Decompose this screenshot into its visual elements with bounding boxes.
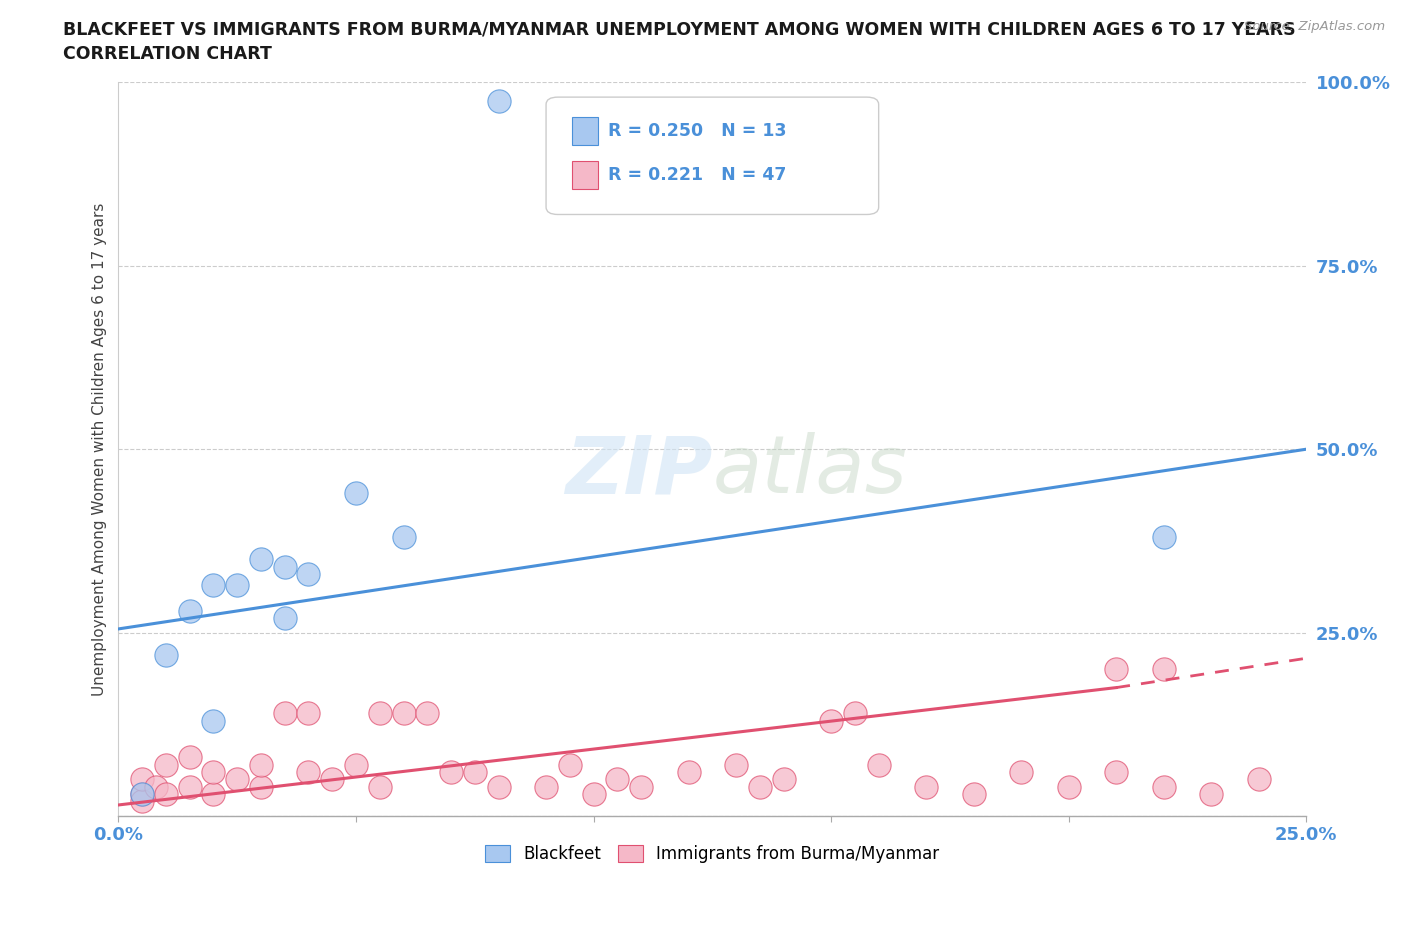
Point [915,779,938,794]
Point [488,93,510,108]
Point [145,779,167,794]
Point [772,772,794,787]
Point [464,764,486,779]
Text: BLACKFEET VS IMMIGRANTS FROM BURMA/MYANMAR UNEMPLOYMENT AMONG WOMEN WITH CHILDRE: BLACKFEET VS IMMIGRANTS FROM BURMA/MYANM… [63,20,1296,38]
Point [344,757,367,772]
Point [344,485,367,500]
Point [1010,764,1032,779]
Point [202,764,225,779]
Point [274,706,297,721]
Point [963,787,986,802]
Point [368,779,391,794]
Text: Source: ZipAtlas.com: Source: ZipAtlas.com [1244,20,1385,33]
Point [440,764,463,779]
Point [155,647,177,662]
Point [250,551,273,566]
Point [321,772,343,787]
Point [488,779,510,794]
Point [678,764,700,779]
FancyBboxPatch shape [546,97,879,215]
FancyBboxPatch shape [572,161,599,189]
Text: ZIP: ZIP [565,432,713,511]
Text: atlas: atlas [713,432,907,511]
Point [202,787,225,802]
Point [725,757,748,772]
Point [155,757,177,772]
Point [297,764,319,779]
Point [558,757,581,772]
Point [179,779,201,794]
Text: R = 0.250   N = 13: R = 0.250 N = 13 [607,122,786,140]
Point [1153,662,1175,677]
Point [868,757,890,772]
Point [297,706,319,721]
Point [392,706,415,721]
Point [250,779,273,794]
Point [131,787,153,802]
Point [392,530,415,545]
Point [274,610,297,625]
Text: CORRELATION CHART: CORRELATION CHART [63,45,273,62]
Point [131,787,153,802]
Point [1057,779,1080,794]
Point [226,578,249,592]
Point [1199,787,1222,802]
Point [1105,764,1128,779]
Point [179,604,201,618]
Point [202,578,225,592]
Point [368,706,391,721]
Point [1153,530,1175,545]
Point [1153,779,1175,794]
Point [844,706,866,721]
Point [630,779,652,794]
Point [748,779,770,794]
Point [416,706,439,721]
Point [155,787,177,802]
Point [250,757,273,772]
Point [131,794,153,809]
Y-axis label: Unemployment Among Women with Children Ages 6 to 17 years: Unemployment Among Women with Children A… [93,203,107,696]
Point [606,772,628,787]
Point [179,750,201,764]
Point [274,559,297,574]
Point [131,772,153,787]
Point [1105,662,1128,677]
Point [582,787,605,802]
Point [202,713,225,728]
Point [297,566,319,581]
Point [226,772,249,787]
Point [1247,772,1270,787]
Legend: Blackfeet, Immigrants from Burma/Myanmar: Blackfeet, Immigrants from Burma/Myanmar [478,839,946,870]
Point [534,779,557,794]
Text: R = 0.221   N = 47: R = 0.221 N = 47 [607,166,786,184]
Point [820,713,842,728]
FancyBboxPatch shape [572,117,599,145]
